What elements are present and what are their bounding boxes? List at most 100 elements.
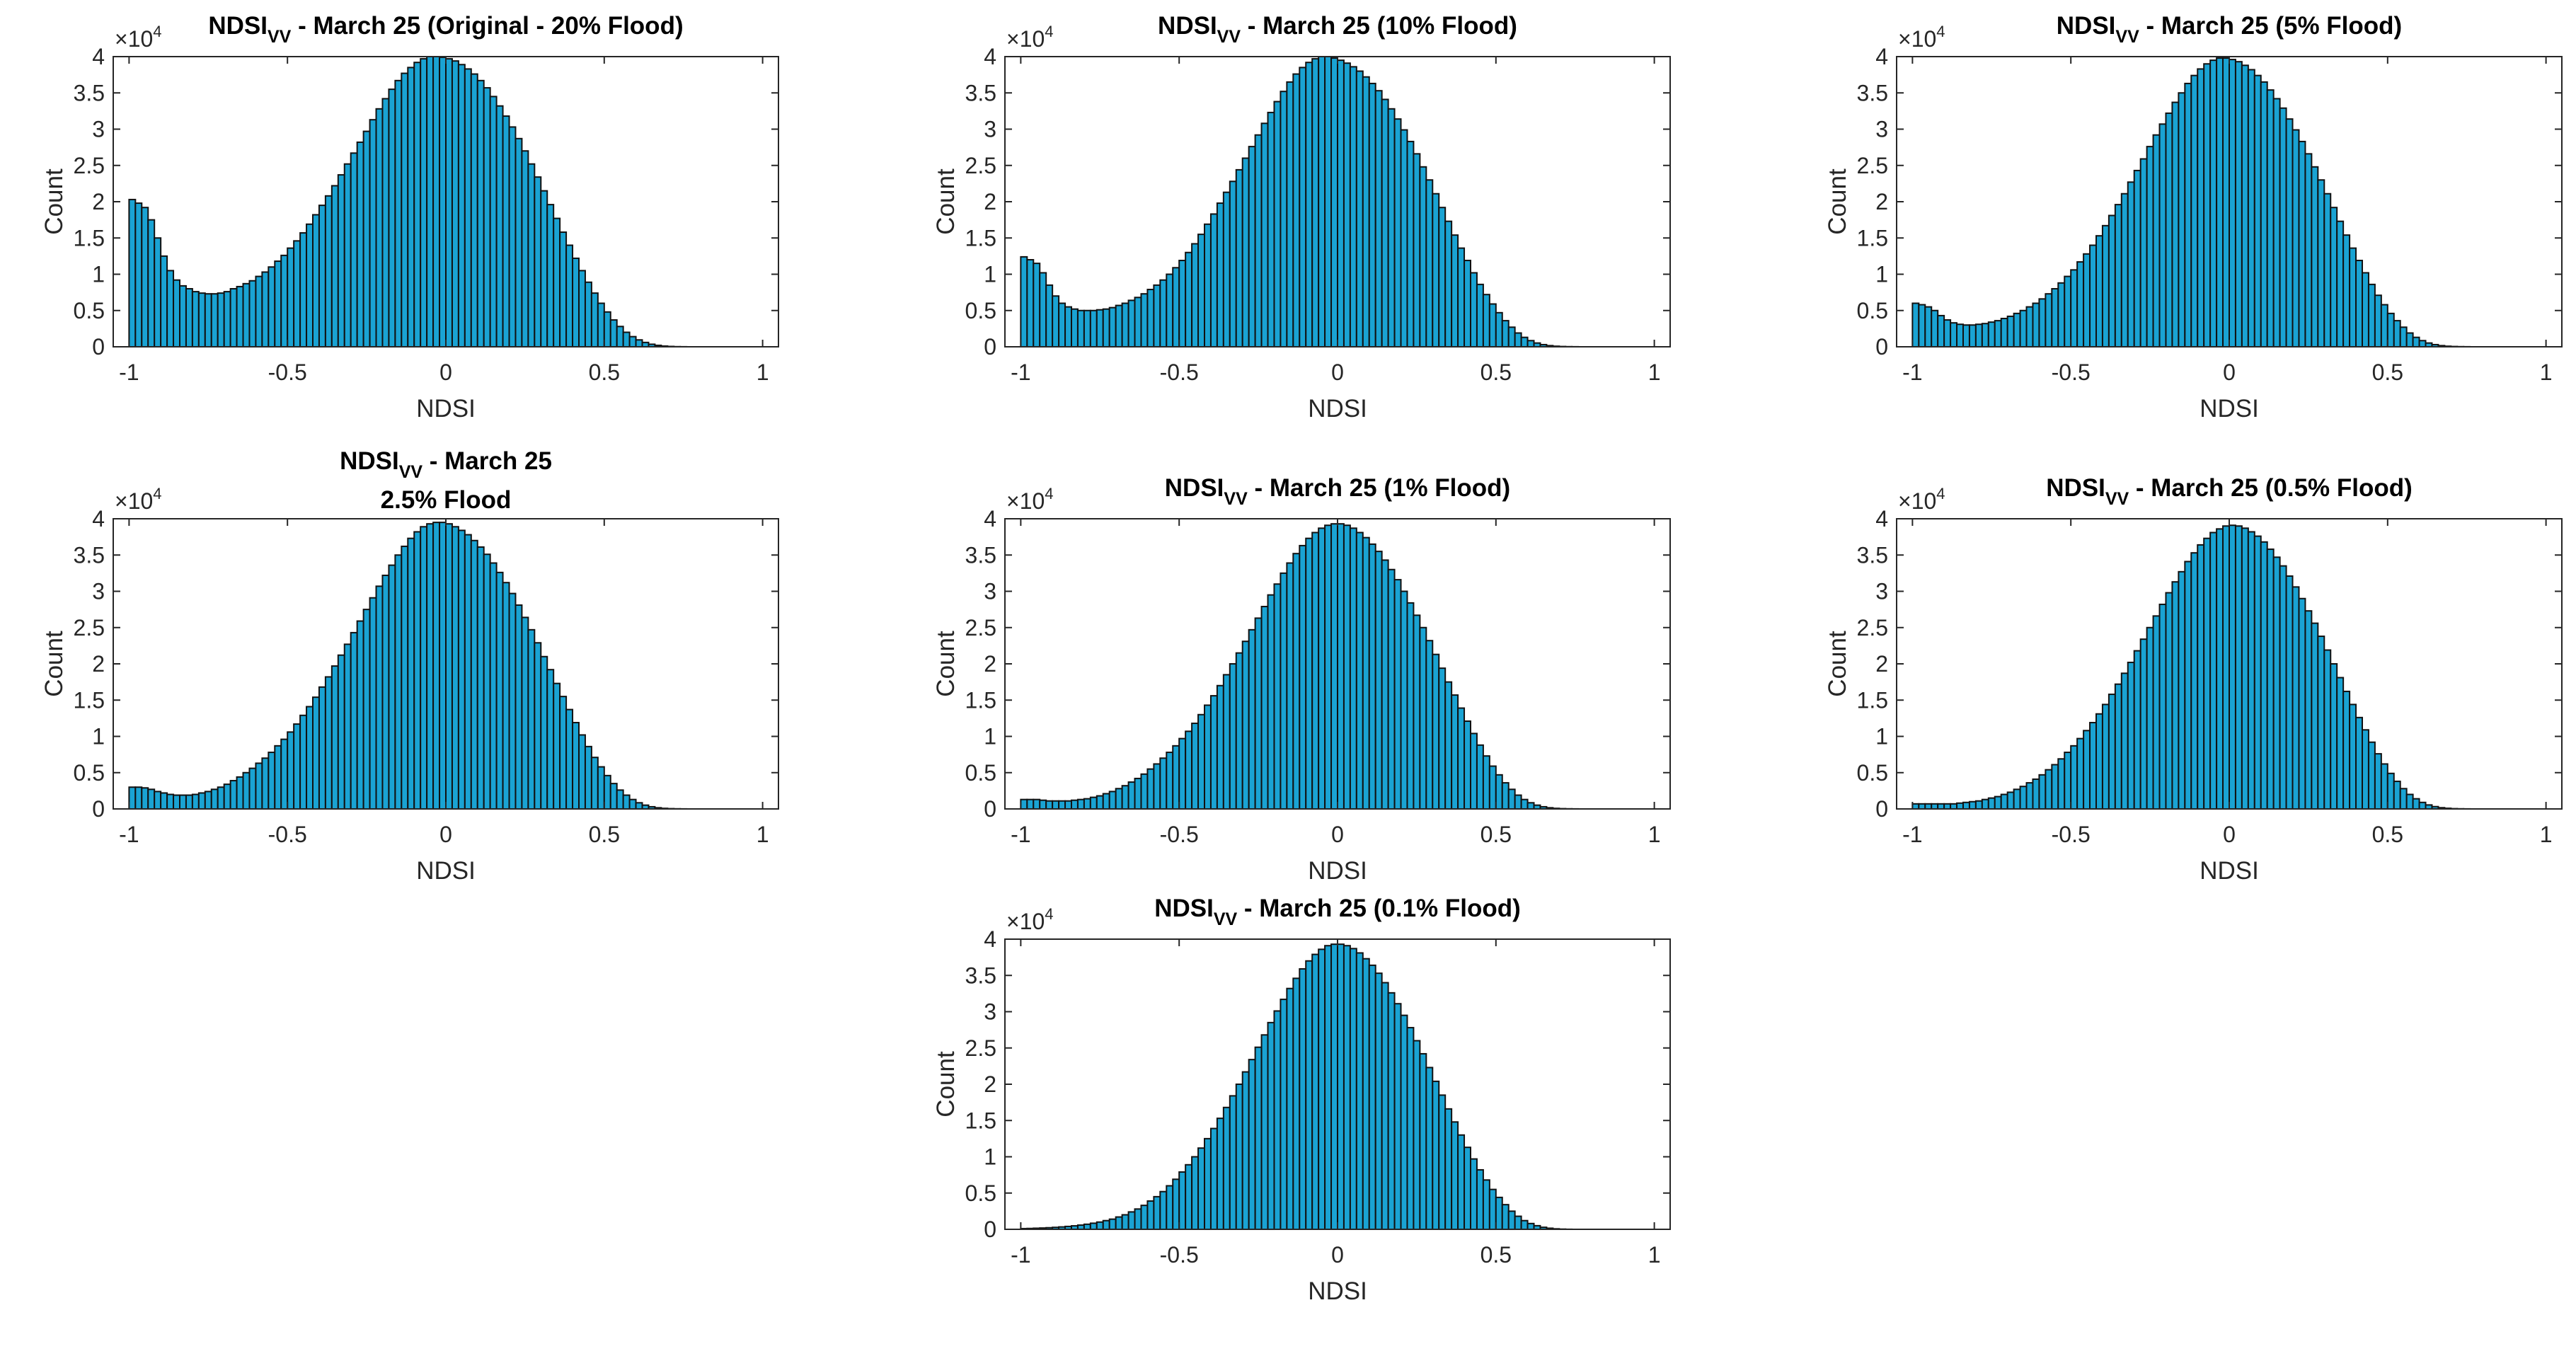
histogram-bar (1425, 1067, 1434, 1231)
histogram-bar (1052, 800, 1060, 810)
histogram-bar (1968, 324, 1977, 347)
histogram-bar (2146, 146, 2154, 347)
histogram-bar (356, 141, 364, 347)
chart-title: NDSIVV - March 25 (Original - 20% Flood) (208, 12, 683, 47)
histogram-bar (2405, 332, 2414, 347)
histogram-bar (2051, 764, 2059, 810)
histogram-bar (1488, 303, 1497, 347)
histogram-bar (2013, 788, 2021, 810)
histogram-bar (236, 776, 244, 810)
histogram-bar (1083, 1223, 1091, 1230)
y-tick-label: 3.5 (1857, 542, 1888, 568)
x-tick-label: -0.5 (1160, 1242, 1199, 1268)
y-tick-label: 1 (984, 262, 996, 287)
x-tick-label: 0.5 (589, 360, 620, 385)
y-tick-label: 1.5 (965, 225, 996, 251)
histogram-bar (1280, 572, 1288, 810)
histogram-bar (1337, 523, 1345, 810)
histogram-bar (1501, 1204, 1510, 1231)
histogram-bar (508, 126, 517, 347)
histogram-bar (1943, 319, 1952, 348)
histogram-bar (191, 793, 200, 810)
histogram-bar (268, 266, 276, 347)
histogram-bar (1127, 299, 1136, 347)
histogram-bar (483, 553, 491, 810)
histogram-bar (1419, 626, 1427, 810)
histogram-bar (1918, 304, 1926, 347)
histogram-bar (1115, 304, 1123, 348)
histogram-bar (1413, 614, 1421, 810)
histogram-bar (1108, 306, 1117, 347)
histogram-bar (343, 643, 352, 810)
y-tick-label: 2 (1875, 189, 1888, 214)
histogram-bar (1311, 532, 1320, 810)
x-tick-label: 0 (2223, 360, 2236, 385)
histogram-bar (1514, 1215, 1522, 1231)
histogram-bar (1102, 1219, 1110, 1230)
histogram-bar (1026, 259, 1035, 347)
histogram-bar (1267, 1021, 1275, 1231)
chart-title-line2: 2.5% Flood (381, 486, 512, 514)
histogram-bar (1216, 202, 1224, 347)
histogram-bar (261, 271, 270, 347)
histogram-bar (1374, 972, 1383, 1231)
histogram-bar (451, 526, 459, 810)
y-tick-label: 2.5 (965, 153, 996, 178)
histogram-bar (2380, 763, 2388, 810)
histogram-bar (350, 152, 358, 347)
x-tick-label: -1 (119, 822, 139, 847)
histogram-bar (1931, 309, 1939, 347)
y-tick-label: 2.5 (965, 1035, 996, 1061)
histogram-bar (426, 523, 435, 810)
histogram-bar (2292, 129, 2300, 348)
x-axis-label: NDSI (1308, 395, 1367, 423)
histogram-bar (540, 190, 548, 348)
histogram-bar (2108, 214, 2116, 348)
y-tick-label: 0 (984, 796, 996, 822)
histogram-bar (2260, 541, 2268, 810)
histogram-bar (1299, 968, 1307, 1231)
histogram-bar (1127, 1211, 1136, 1231)
histogram-bar (495, 105, 504, 347)
histogram-bar (217, 786, 225, 810)
histogram-bar (2184, 82, 2192, 348)
histogram-bar (559, 231, 568, 347)
histogram-bar (1083, 309, 1091, 347)
histogram-bar (1950, 322, 1958, 347)
histogram-bar (242, 771, 251, 810)
histogram-bar (1507, 1210, 1516, 1231)
histogram-bar (1185, 730, 1193, 810)
histogram-bar (2197, 68, 2205, 348)
histogram-bar (1153, 284, 1161, 348)
histogram-bar (2070, 745, 2078, 810)
histogram-bar (2165, 112, 2173, 347)
x-axis-label: NDSI (2200, 395, 2259, 423)
histogram-bar (2184, 561, 2192, 810)
histogram-bar (584, 281, 592, 347)
histogram-bar (375, 108, 384, 348)
histogram-bar (1962, 324, 1970, 347)
histogram-bar (1089, 1222, 1098, 1231)
histogram-bar (1209, 695, 1218, 810)
histogram-bar (1260, 122, 1269, 348)
histogram-bar (1260, 606, 1269, 810)
histogram-bar (362, 609, 371, 810)
histogram-bar (2405, 793, 2414, 810)
histogram-bar (553, 682, 561, 810)
histogram-bar (1248, 146, 1256, 347)
histogram-bar (1121, 302, 1129, 347)
histogram-bar (1058, 800, 1066, 810)
histogram-bar (293, 723, 301, 810)
histogram-bar (1153, 1195, 1161, 1231)
histogram-bar (2272, 98, 2281, 347)
histogram-bar (204, 293, 212, 347)
histogram-bar (1197, 1147, 1206, 1230)
histogram-bar (280, 254, 289, 347)
histogram-bar (1134, 297, 1142, 347)
y-tick-label: 0 (92, 334, 105, 360)
histogram-bar (229, 288, 238, 347)
histogram-bar (2038, 774, 2047, 810)
chart-title: NDSIVV - March 25 (0.1% Flood) (1154, 895, 1521, 929)
histogram-bar (160, 792, 168, 810)
histogram-bar (1178, 260, 1187, 347)
